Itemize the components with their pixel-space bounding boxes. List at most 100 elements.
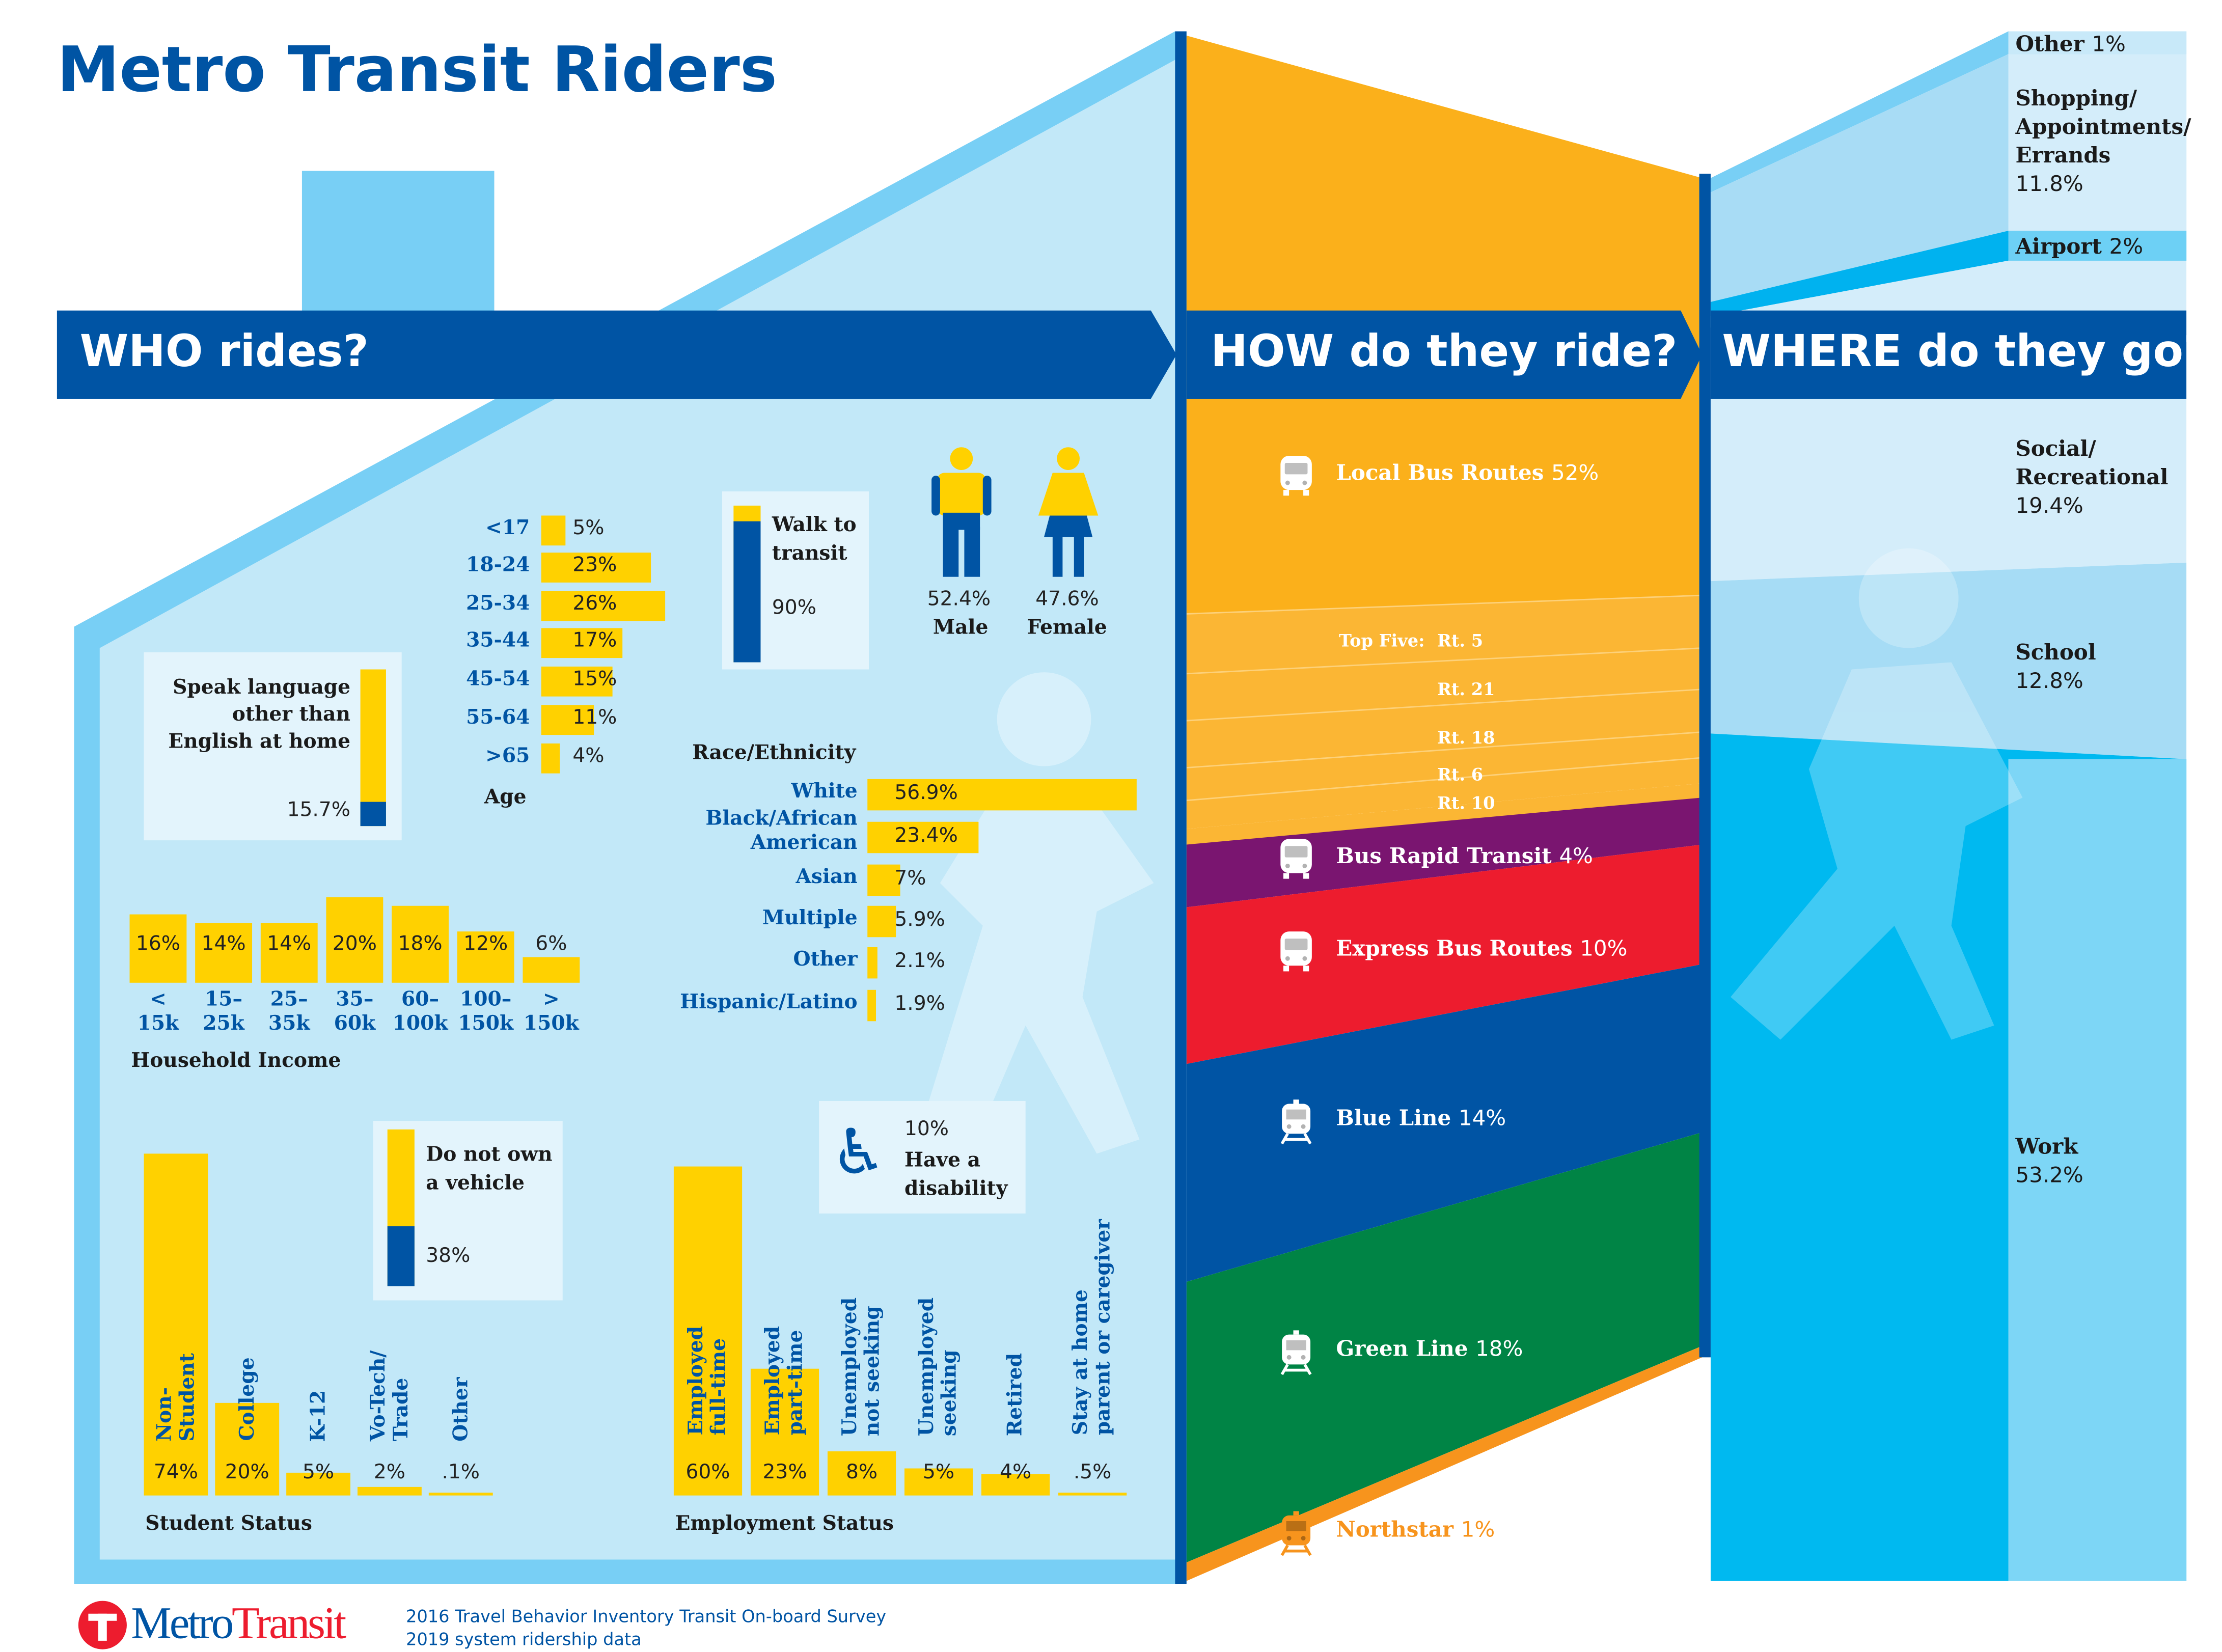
band-green-line [1186,1132,1703,1563]
bus-icon [1278,930,1315,978]
route-label: Rt. 10 [1437,793,1495,813]
label-line: Unemployed [916,1297,939,1436]
race-label: Asian [795,866,858,889]
destination-label: Other 1% [2015,30,2193,59]
label-line: K-12 [307,1389,330,1442]
walking-person-silhouette [1731,548,2023,1040]
income-label-bottom: 15k [137,1012,179,1036]
vehicle-gauge [387,1129,415,1286]
income-bar [195,923,253,983]
income-bar [392,905,449,983]
vehicle-value: 38% [426,1245,471,1268]
income-value: 6% [535,932,567,956]
destination-label: School 12.8% [2015,638,2193,695]
income-value: 20% [332,932,377,956]
employment-label-text: Employed full-time [685,1326,730,1436]
race-bar [867,821,978,853]
race-bar [867,864,901,896]
employment-bar [981,1473,1050,1496]
student-bar [357,1486,422,1496]
race-value: 2.1% [894,950,945,973]
employment-label: Stay at home parent or caregiver [1058,1220,1127,1436]
language-box: Speak language other than English at hom… [144,652,402,841]
income-label-top: < [150,988,167,1011]
race-bar [867,989,876,1022]
employment-label-text: Unemployed not seeking [839,1297,884,1436]
income-title: Household Income [131,1050,341,1072]
how-banner [1186,310,1703,399]
income-label-top: 35– [336,988,374,1011]
age-value: 4% [572,745,605,768]
age-bar [541,743,561,774]
vehicle-label-line: a vehicle [426,1172,525,1195]
employment-bar [750,1369,819,1496]
label-line: Student [176,1353,199,1442]
race-value: 5.9% [894,908,945,932]
income-bar [326,897,383,983]
mode-name: Local Bus Routes [1336,460,1544,486]
student-value: .1% [442,1461,480,1484]
employment-label-text: Employed part-time [762,1326,807,1436]
student-bar [144,1154,208,1496]
employment-value: 23% [762,1461,807,1484]
label-line: College [235,1358,259,1442]
vehicle-label-line: Do not own [426,1143,553,1167]
route-label: Rt. 5 [1437,630,1484,651]
disability-label-line: Have a [904,1149,981,1172]
train-icon [1278,1099,1315,1151]
destination-name: Work [2015,1134,2078,1160]
employment-bar [673,1166,743,1496]
train-icon [1278,1330,1315,1382]
mode-pct: 18% [1475,1336,1523,1362]
sources: 2016 Travel Behavior Inventory Transit O… [406,1605,886,1650]
route-label: Rt. 6 [1437,764,1484,785]
race-label: Multiple [762,907,858,930]
race-bar [867,779,1137,811]
employment-value: 60% [685,1461,730,1484]
age-value: 15% [572,668,617,691]
male-icon [931,447,992,577]
income-label-bottom: 100k [392,1012,448,1036]
page-title: Metro Transit Riders [57,34,778,107]
bus-icon [1278,838,1315,886]
who-banner [57,310,1177,399]
who-header: WHO rides? [79,326,369,378]
band-social [1710,399,2187,582]
employment-label: Unemployed not seeking [828,1297,896,1436]
language-gauge-fill [360,801,386,827]
race-label: Hispanic/Latino [680,991,858,1014]
student-title: Student Status [145,1512,312,1535]
male-pct: 52.4% [927,588,991,611]
age-value: 11% [572,706,617,729]
metro-transit-logo-icon [78,1601,127,1649]
employment-label-text: Unemployed seeking [916,1297,961,1436]
language-label-line: Speak language [173,676,351,700]
label-line: Other [449,1377,473,1442]
age-label: 55-64 [466,706,530,729]
income-value: 12% [463,932,508,956]
mode-label: Express Bus Routes 10% [1336,935,1627,961]
mode-pct: 10% [1580,935,1628,961]
age-bar [541,705,594,735]
divider-right [1699,174,1711,1358]
walk-label-line: transit [772,542,847,566]
label-line: Trade [389,1378,413,1442]
student-value: 2% [373,1461,405,1484]
top-five-label: Top Five: [1338,630,1425,651]
income-bar [260,923,318,983]
band-express [1186,844,1703,1064]
divider-left [1175,31,1187,1584]
race-value: 23.4% [894,824,958,848]
label-line: not seeking [862,1305,885,1436]
language-value: 15.7% [287,799,351,822]
mode-pct: 52% [1551,460,1599,486]
logo-metro: Metro [131,1596,234,1648]
student-bar [215,1403,280,1496]
walk-box: Walk to transit 90% [722,491,869,670]
age-bar [541,553,651,583]
income-label-top: 15– [205,988,243,1011]
age-value: 26% [572,592,617,616]
vehicle-box: Do not own a vehicle 38% [373,1121,563,1301]
race-bar [867,947,877,979]
